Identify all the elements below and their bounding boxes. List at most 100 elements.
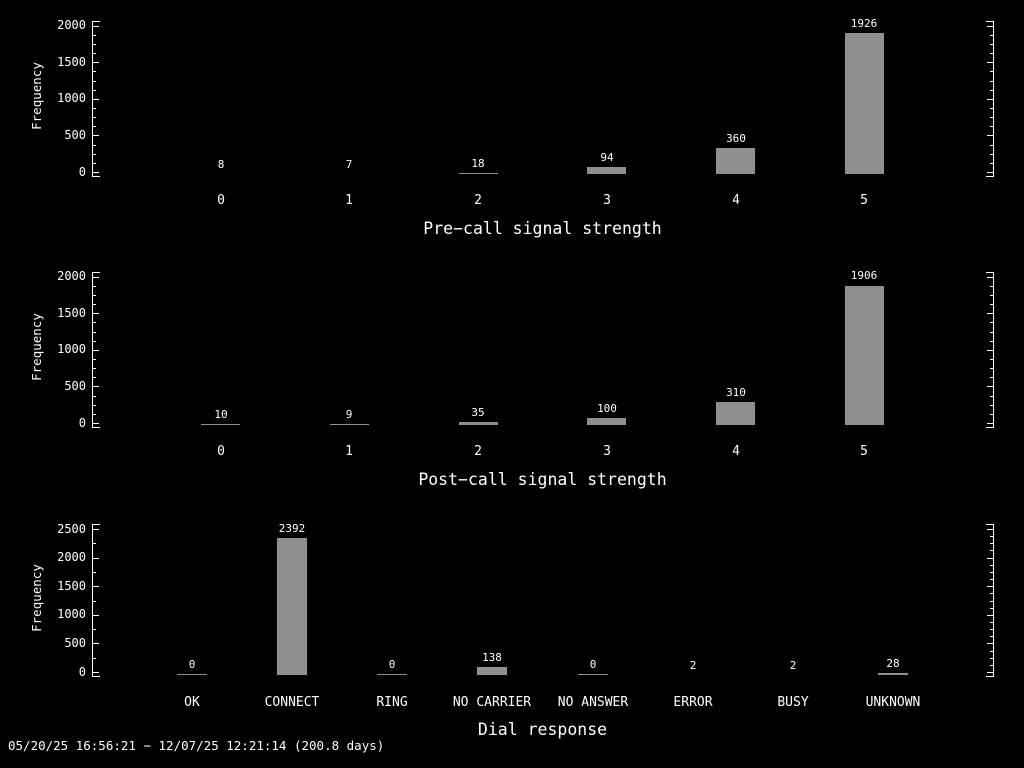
y-minor-tick (93, 90, 96, 91)
bar-value-label: 2392 (278, 522, 306, 535)
y-minor-tick (93, 163, 96, 164)
y-tick-label: 2000 (57, 550, 86, 564)
bar-value-label: 310 (726, 386, 746, 399)
y-minor-tick (93, 601, 96, 602)
y-tick-label: 0 (78, 165, 86, 179)
y-right-tick (990, 414, 993, 415)
y-minor-tick (93, 117, 96, 118)
y-right-tick (990, 658, 993, 659)
x-tick-label: UNKNOWN (865, 695, 921, 710)
bar (587, 417, 626, 425)
bar (201, 424, 240, 425)
y-right-tick (987, 26, 993, 27)
x-tick-label: 3 (603, 444, 611, 459)
footer-daterange: 05/20/25 16:56:21 − 12/07/25 12:21:14 (2… (8, 738, 385, 753)
bar-zero-line (177, 673, 207, 675)
y-right-tick (990, 396, 993, 397)
y-tick-label: 1500 (57, 55, 86, 69)
y-minor-tick (93, 295, 96, 296)
y-minor-tick (93, 108, 96, 109)
y-tick-label: 1000 (57, 607, 86, 621)
y-minor-tick (93, 341, 96, 342)
bar-value-label: 10 (214, 408, 228, 421)
y-right-tick (990, 629, 993, 630)
chart-title: Pre−call signal strength (423, 219, 662, 238)
y-right-tick (990, 608, 993, 609)
bar-value-label: 100 (597, 402, 617, 415)
bar (330, 424, 369, 425)
y-major-tick (93, 586, 99, 587)
y-right-tick (990, 341, 993, 342)
bar-value-label: 0 (388, 658, 396, 671)
axis-end-cap (986, 524, 993, 525)
x-tick-label: 0 (217, 193, 225, 208)
y-axis-title: Frequency (29, 564, 44, 632)
y-right-tick (990, 71, 993, 72)
y-minor-tick (93, 405, 96, 406)
y-right-tick (987, 99, 993, 100)
x-tick-label: CONNECT (264, 695, 320, 710)
axis-end-cap (93, 20, 100, 22)
x-tick-label: 1 (345, 444, 353, 459)
y-minor-tick (93, 154, 96, 155)
y-major-tick (93, 26, 99, 27)
bar-value-label: 94 (600, 151, 614, 164)
y-right-tick (987, 586, 993, 587)
y-right-tick (990, 368, 993, 369)
axis-end-cap (93, 427, 100, 428)
y-axis-left (92, 20, 93, 177)
y-minor-tick (93, 286, 96, 287)
x-tick-label: OK (184, 695, 200, 710)
y-major-tick (93, 135, 99, 136)
bar-value-label: 138 (482, 651, 502, 664)
bar-value-label: 0 (188, 658, 196, 671)
y-minor-tick (93, 44, 96, 45)
bar-zero-line (578, 673, 608, 675)
y-right-tick (990, 636, 993, 637)
bar (587, 167, 626, 174)
y-right-tick (990, 543, 993, 544)
y-axis-right (993, 524, 994, 677)
y-right-tick (990, 572, 993, 573)
y-major-tick (93, 62, 99, 63)
y-tick-label: 0 (78, 665, 86, 679)
bar (477, 667, 507, 675)
y-minor-tick (93, 377, 96, 378)
x-tick-label: 5 (860, 444, 868, 459)
y-right-tick (990, 622, 993, 623)
y-right-tick (990, 332, 993, 333)
axis-end-cap (986, 176, 993, 177)
y-tick-label: 500 (64, 379, 86, 393)
y-right-tick (987, 172, 993, 173)
y-right-tick (990, 35, 993, 36)
bar-value-label: 9 (345, 408, 353, 421)
y-axis-right (993, 20, 994, 177)
bar-value-label: 35 (471, 406, 485, 419)
y-right-tick (990, 81, 993, 82)
y-minor-tick (93, 35, 96, 36)
y-major-tick (93, 350, 99, 351)
x-tick-label: 4 (732, 193, 740, 208)
axis-end-cap (93, 524, 100, 525)
y-axis-left (92, 524, 93, 677)
x-tick-label: 2 (474, 193, 482, 208)
bar-value-label: 2 (689, 659, 697, 672)
y-major-tick (93, 529, 99, 530)
y-minor-tick (93, 368, 96, 369)
x-tick-label: BUSY (777, 695, 809, 710)
bar (459, 172, 498, 174)
y-tick-label: 1000 (57, 342, 86, 356)
y-right-tick (990, 405, 993, 406)
y-right-tick (987, 423, 993, 424)
y-right-tick (990, 593, 993, 594)
y-minor-tick (93, 145, 96, 146)
y-right-tick (990, 154, 993, 155)
axis-end-cap (93, 271, 100, 273)
y-axis-left (92, 271, 93, 428)
y-major-tick (93, 558, 99, 559)
y-right-tick (987, 135, 993, 136)
axis-end-cap (93, 176, 100, 177)
y-right-tick (987, 529, 993, 530)
y-right-tick (987, 672, 993, 673)
